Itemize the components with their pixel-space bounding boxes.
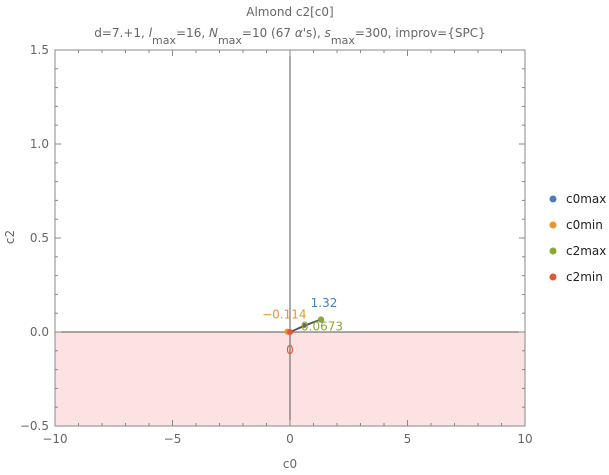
x-tick-label: −10	[42, 432, 67, 446]
x-tick-label: 0	[286, 432, 294, 446]
legend-marker-c2max	[549, 247, 557, 255]
x-axis-label: c0	[283, 457, 297, 471]
legend-label-c0max: c0max	[566, 192, 606, 206]
legend-label-c2min: c2min	[566, 270, 603, 284]
legend-marker-c0max	[549, 195, 557, 203]
chart-title: Almond c2[c0]	[246, 5, 333, 19]
point-c2min	[287, 329, 293, 335]
data-label-c0min: −0.114	[262, 308, 306, 322]
boundary-point	[301, 322, 307, 328]
data-label-c2min: 0	[286, 343, 294, 357]
data-label-c2max: 0.0673	[301, 319, 343, 333]
plot-area: −10 −5 0 5 10 −0.5 0.0 0.5 1.0 1.5 1.32 −0.1140.067…	[20, 43, 533, 446]
y-tick-label: 0.5	[30, 231, 49, 245]
y-tick-label: 0.0	[30, 325, 49, 339]
y-tick-label: 1.5	[30, 43, 49, 57]
legend-marker-c0min	[549, 221, 557, 229]
legend-marker-c2min	[549, 273, 557, 281]
x-tick-label: 10	[517, 432, 532, 446]
point-c2max	[318, 316, 325, 323]
y-tick-label: −0.5	[20, 419, 49, 433]
x-tick-label: 5	[404, 432, 412, 446]
x-tick-label: −5	[164, 432, 182, 446]
legend: c0max c0min c2max c2min	[549, 192, 606, 284]
chart-subtitle: d=7.+1, lmax=16, Nmax=10 (67 α's), smax=…	[94, 26, 486, 47]
legend-label-c0min: c0min	[566, 218, 603, 232]
y-tick-label: 1.0	[30, 137, 49, 151]
data-label-c0max: 1.32	[311, 296, 338, 310]
legend-label-c2max: c2max	[566, 244, 606, 258]
y-axis-label: c2	[3, 230, 17, 244]
